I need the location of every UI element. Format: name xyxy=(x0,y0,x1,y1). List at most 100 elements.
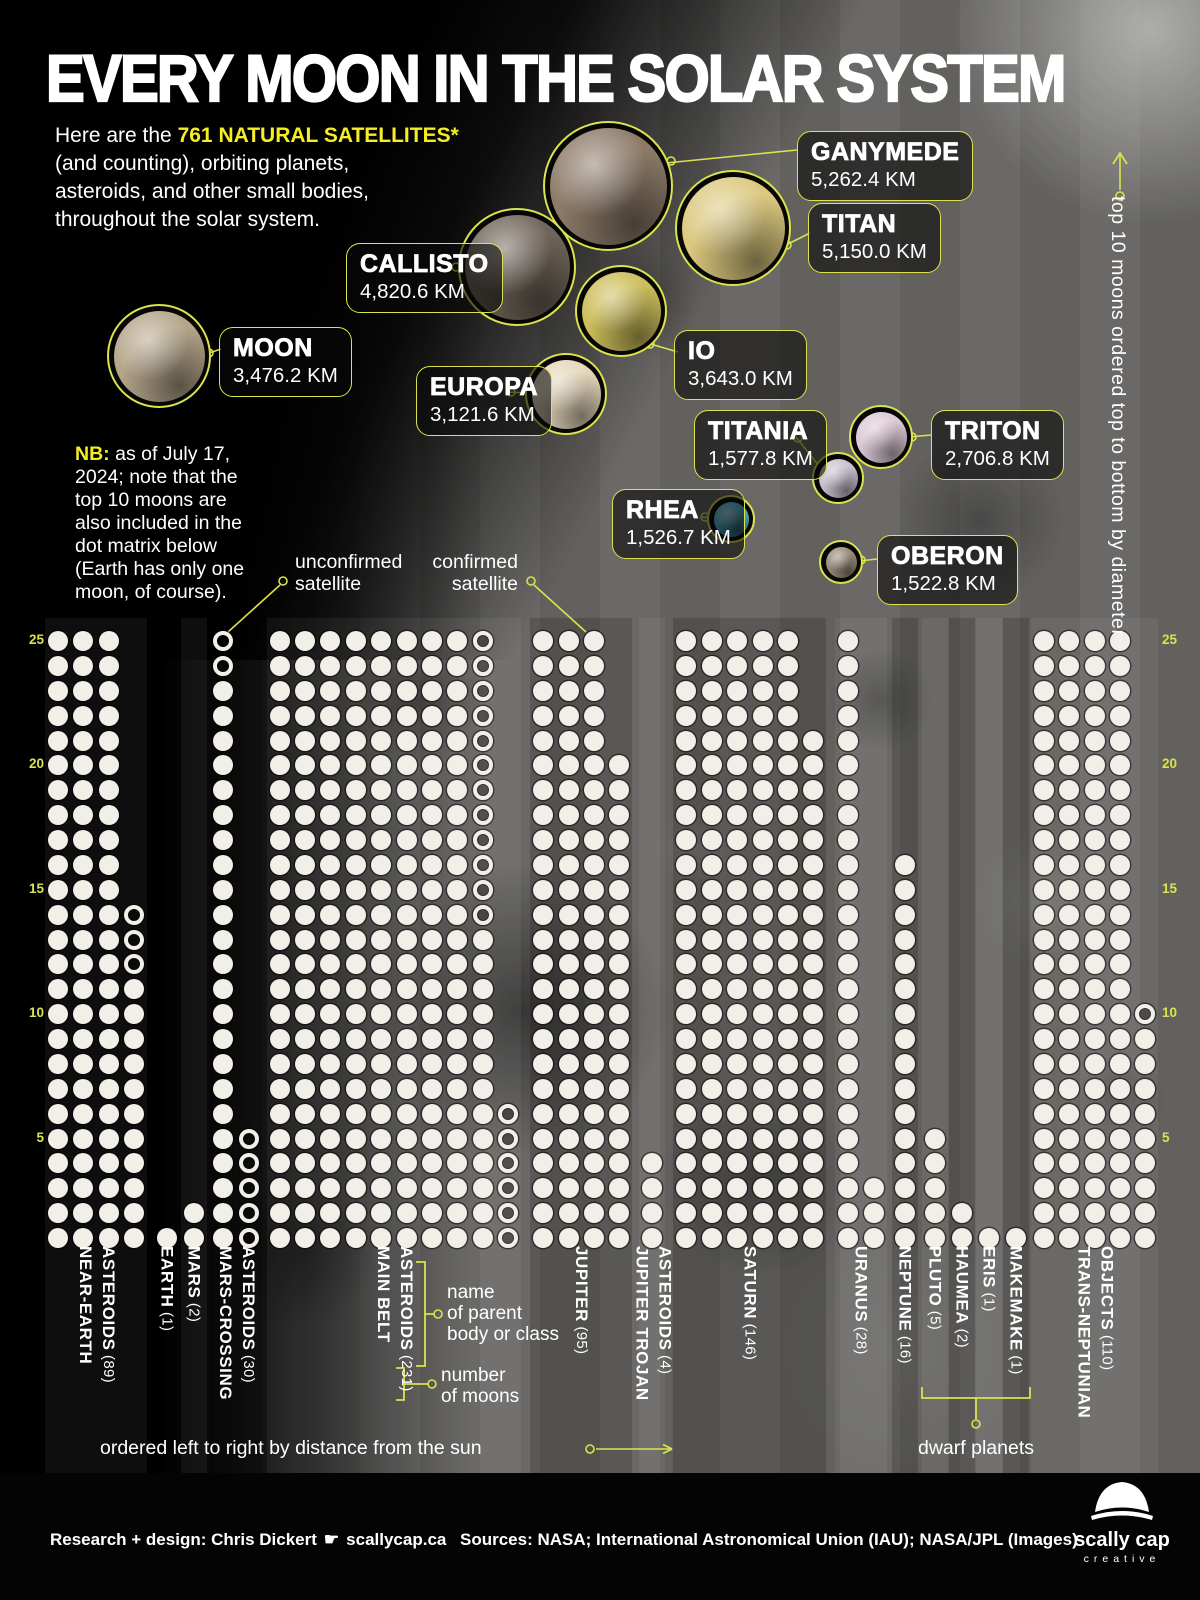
confirmed-moon-dot-tno xyxy=(1059,1078,1080,1099)
confirmed-moon-dot-saturn xyxy=(803,1078,824,1099)
confirmed-moon-dot-jupiter xyxy=(584,954,604,975)
confirmed-moon-dot-tno xyxy=(1059,954,1080,975)
confirmed-moon-dot-nea xyxy=(48,705,68,726)
confirmed-moon-dot-jupiter xyxy=(584,1103,604,1124)
confirmed-moon-dot-saturn xyxy=(803,1203,824,1224)
unconfirmed-moon-dot-mba xyxy=(472,730,493,751)
confirmed-moon-dot-jupiter xyxy=(558,979,579,1000)
confirmed-moon-dot-jupiter xyxy=(609,929,630,950)
confirmed-moon-dot-mba xyxy=(295,929,315,950)
confirmed-moon-dot-mba xyxy=(320,755,341,776)
bracket-path xyxy=(1112,151,1128,165)
footer-site-link[interactable]: scallycap.ca xyxy=(346,1530,447,1549)
confirmed-moon-dot-mba xyxy=(345,1178,366,1199)
confirmed-moon-dot-mba xyxy=(320,1103,341,1124)
confirmed-moon-dot-jupiter xyxy=(584,1029,604,1049)
confirmed-moon-dot-saturn xyxy=(701,1228,722,1248)
confirmed-moon-dot-eris xyxy=(978,1228,999,1248)
confirmed-moon-dot-uranus xyxy=(838,1004,859,1025)
confirmed-moon-dot-tno xyxy=(1084,1103,1105,1124)
confirmed-moon-dot-nea xyxy=(73,705,94,726)
confirmed-moon-dot-mba xyxy=(422,979,442,1000)
confirmed-moon-dot-saturn xyxy=(752,1029,773,1049)
confirmed-moon-dot-mba xyxy=(422,904,442,925)
confirmed-moon-dot-jupiter xyxy=(584,1228,604,1248)
confirmed-moon-dot-saturn xyxy=(676,1103,697,1124)
confirmed-moon-dot-mba xyxy=(345,730,366,751)
group-label-line: MARS-CROSSING xyxy=(215,1246,235,1401)
confirmed-moon-dot-jupiter xyxy=(609,1228,630,1248)
confirmed-moon-dot-nea xyxy=(48,879,68,900)
confirmed-moon-dot-neptune xyxy=(894,1128,915,1149)
confirmed-moon-dot-nea xyxy=(48,755,68,776)
confirmed-moon-dot-jupiter xyxy=(609,1178,630,1199)
confirmed-moon-dot-nea xyxy=(48,904,68,925)
confirmed-moon-dot-nea xyxy=(73,879,94,900)
confirmed-moon-dot-jupiter xyxy=(533,1078,554,1099)
confirmed-moon-dot-mba xyxy=(447,979,468,1000)
confirmed-moon-dot-saturn xyxy=(676,705,697,726)
confirmed-moon-dot-mba xyxy=(371,904,392,925)
confirmed-moon-dot-mba xyxy=(320,830,341,850)
group-label-line: URANUS (28) xyxy=(851,1246,871,1355)
confirmed-moon-dot-nea xyxy=(98,954,119,975)
confirmed-moon-dot-mca xyxy=(213,1203,234,1224)
confirmed-moon-dot-saturn xyxy=(701,655,722,676)
confirmed-moon-dot-jupiter xyxy=(533,854,554,875)
confirmed-moon-dot-saturn xyxy=(778,879,798,900)
confirmed-moon-dot-uranus xyxy=(863,1178,884,1199)
confirmed-moon-dot-saturn xyxy=(752,1178,773,1199)
confirmed-moon-dot-saturn xyxy=(727,1178,748,1199)
confirmed-moon-dot-nea xyxy=(73,1153,94,1174)
confirmed-moon-dot-nea xyxy=(124,1029,145,1049)
confirmed-moon-dot-mca xyxy=(213,730,234,751)
confirmed-moon-dot-tno xyxy=(1110,1103,1130,1124)
confirmed-moon-dot-tno xyxy=(1084,631,1105,651)
confirmed-moon-dot-saturn xyxy=(778,830,798,850)
confirmed-moon-dot-jupiter xyxy=(558,631,579,651)
confirmed-moon-dot-mba xyxy=(295,680,315,701)
confirmed-moon-dot-uranus xyxy=(838,1103,859,1124)
confirmed-moon-dot-mba xyxy=(472,1203,493,1224)
confirmed-moon-dot-mba xyxy=(422,780,442,801)
confirmed-moon-dot-tno xyxy=(1059,730,1080,751)
confirmed-moon-dot-jupiter xyxy=(533,1128,554,1149)
callout-moon-name: TITANIA xyxy=(708,417,809,446)
confirmed-moon-dot-uranus xyxy=(838,1078,859,1099)
confirmed-moon-dot-jupiter xyxy=(584,680,604,701)
confirmed-moon-dot-saturn xyxy=(727,755,748,776)
confirmed-moon-dot-tno xyxy=(1033,1103,1054,1124)
confirmed-moon-dot-saturn xyxy=(676,1029,697,1049)
confirmed-moon-dot-saturn xyxy=(752,655,773,676)
confirmed-moon-dot-nea xyxy=(73,1078,94,1099)
confirmed-moon-dot-saturn xyxy=(727,979,748,1000)
annotation-moon-count: number of moons xyxy=(441,1365,520,1407)
confirmed-moon-dot-mba xyxy=(371,1029,392,1049)
confirmed-moon-dot-mca xyxy=(213,1004,234,1025)
confirmed-moon-dot-tno xyxy=(1059,904,1080,925)
confirmed-moon-dot-jupiter xyxy=(558,805,579,826)
confirmed-moon-dot-nea xyxy=(48,1053,68,1074)
confirmed-moon-dot-mba xyxy=(320,680,341,701)
confirmed-moon-dot-mars xyxy=(184,1228,205,1248)
confirmed-moon-dot-mba xyxy=(447,854,468,875)
confirmed-moon-dot-jta xyxy=(642,1178,663,1199)
confirmed-moon-dot-mba xyxy=(345,1103,366,1124)
confirmed-moon-dot-mba xyxy=(472,1228,493,1248)
unconfirmed-moon-dot-mba xyxy=(498,1178,519,1199)
confirmed-moon-dot-saturn xyxy=(752,805,773,826)
confirmed-moon-dot-tno xyxy=(1110,1053,1130,1074)
confirmed-moon-dot-uranus xyxy=(838,780,859,801)
confirmed-moon-dot-jupiter xyxy=(533,730,554,751)
confirmed-moon-dot-jupiter xyxy=(609,1103,630,1124)
confirmed-moon-dot-tno xyxy=(1033,680,1054,701)
confirmed-moon-dot-jupiter xyxy=(558,1228,579,1248)
confirmed-moon-dot-saturn xyxy=(676,854,697,875)
confirmed-moon-dot-tno xyxy=(1110,655,1130,676)
confirmed-moon-dot-mca xyxy=(213,1178,234,1199)
row-tick-r-15: 15 xyxy=(1162,880,1178,896)
confirmed-moon-dot-jupiter xyxy=(584,631,604,651)
confirmed-moon-dot-mba xyxy=(345,655,366,676)
moon-image-titan xyxy=(675,170,791,286)
confirmed-moon-dot-jupiter xyxy=(533,780,554,801)
